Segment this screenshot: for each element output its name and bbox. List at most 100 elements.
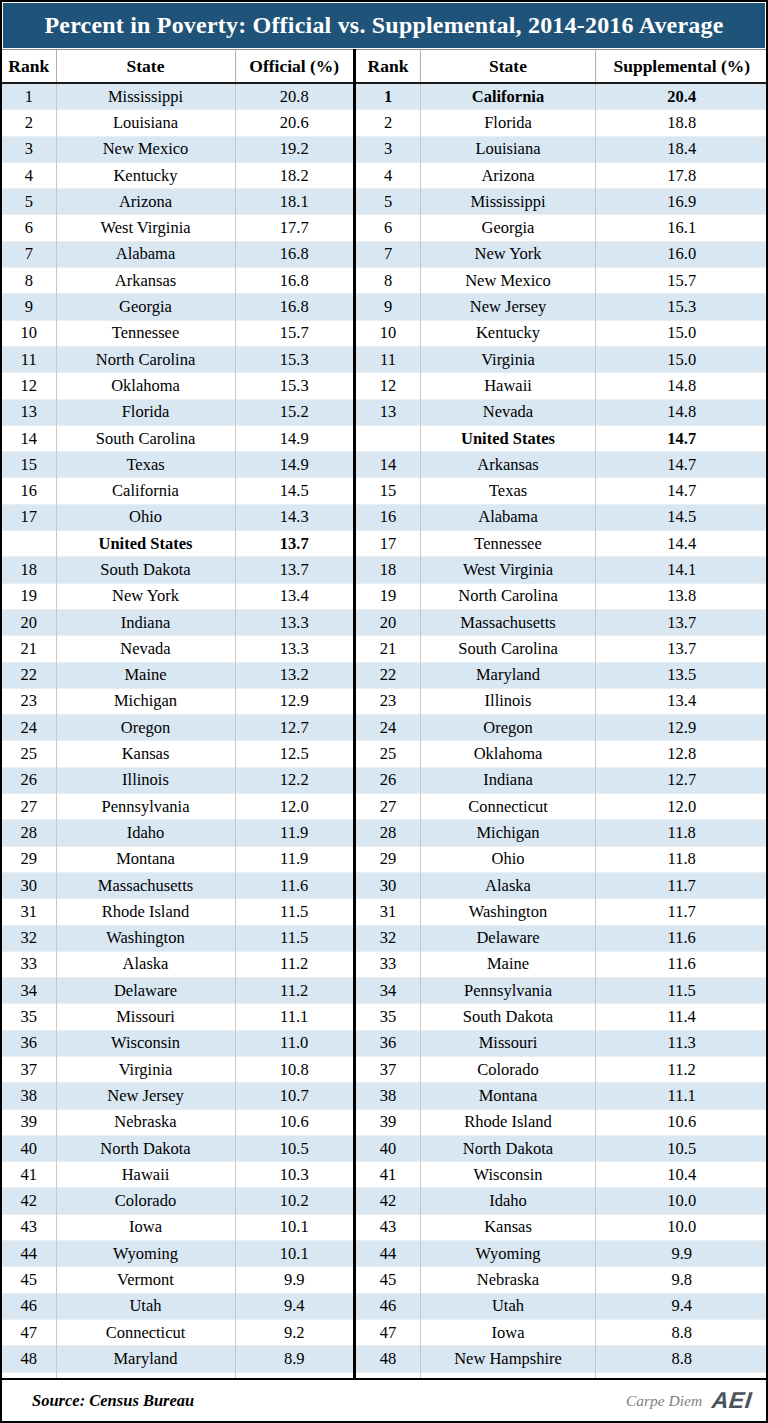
- value-cell: 12.9: [235, 688, 353, 714]
- state-cell: Nevada: [56, 636, 235, 662]
- value-cell: 11.8: [596, 846, 767, 872]
- value-cell: 8.8: [596, 1346, 767, 1372]
- state-cell: Mississippi: [421, 189, 596, 215]
- value-cell: 12.7: [235, 715, 353, 741]
- table-row: 9New Jersey15.3: [355, 294, 767, 320]
- state-cell: South Carolina: [56, 425, 235, 451]
- table-row: 43Kansas10.0: [355, 1214, 767, 1240]
- value-cell: 10.4: [596, 1162, 767, 1188]
- rank-cell: 8: [2, 268, 56, 294]
- table-row: 34Delaware11.2: [2, 978, 353, 1004]
- state-cell: Washington: [56, 925, 235, 951]
- state-cell: Rhode Island: [421, 1109, 596, 1135]
- state-cell: New Jersey: [56, 1083, 235, 1109]
- rank-cell: 6: [355, 215, 421, 241]
- table-row: 22Maryland13.5: [355, 662, 767, 688]
- state-cell: Michigan: [56, 688, 235, 714]
- rank-cell: 2: [2, 110, 56, 136]
- table-row: 31Washington11.7: [355, 899, 767, 925]
- value-cell: 11.6: [596, 951, 767, 977]
- value-cell: 18.8: [596, 110, 767, 136]
- state-cell: Alaska: [56, 951, 235, 977]
- state-cell: Michigan: [421, 820, 596, 846]
- state-cell: Georgia: [56, 294, 235, 320]
- table-row: 35Missouri11.1: [2, 1004, 353, 1030]
- table-row: 13Nevada14.8: [355, 399, 767, 425]
- state-cell: Montana: [56, 846, 235, 872]
- value-cell: 11.6: [235, 872, 353, 898]
- value-cell: 9.2: [235, 1319, 353, 1345]
- table-row: 17Ohio14.3: [2, 504, 353, 530]
- table-row: 28Michigan11.8: [355, 820, 767, 846]
- state-cell: Iowa: [56, 1214, 235, 1240]
- footer-bar: Source: Census Bureau Carpe Diem AEI: [2, 1380, 766, 1421]
- rank-cell: 10: [2, 320, 56, 346]
- table-row: 41Wisconsin10.4: [355, 1162, 767, 1188]
- value-cell: 18.4: [596, 136, 767, 162]
- value-cell: 8.6: [596, 1372, 767, 1380]
- rank-cell: 36: [2, 1030, 56, 1056]
- value-cell: 9.9: [596, 1241, 767, 1267]
- table-row: 4Arizona17.8: [355, 162, 767, 188]
- rank-cell: 44: [2, 1241, 56, 1267]
- table-row: 46Utah9.4: [2, 1293, 353, 1319]
- table-row: 36Missouri11.3: [355, 1030, 767, 1056]
- state-cell: Iowa: [421, 1319, 596, 1345]
- state-cell: Nebraska: [56, 1109, 235, 1135]
- state-cell: California: [421, 83, 596, 110]
- table-row: 44Wyoming9.9: [355, 1241, 767, 1267]
- rank-cell: 22: [2, 662, 56, 688]
- rank-cell: 3: [355, 136, 421, 162]
- table-row: 45Vermont9.9: [2, 1267, 353, 1293]
- state-cell: Indiana: [421, 767, 596, 793]
- table-row: 31Rhode Island11.5: [2, 899, 353, 925]
- state-cell: Ohio: [56, 504, 235, 530]
- state-cell: Georgia: [421, 215, 596, 241]
- value-cell: 13.4: [235, 583, 353, 609]
- rank-cell: 42: [355, 1188, 421, 1214]
- table-row: 20Indiana13.3: [2, 609, 353, 635]
- table-row: 48New Hampshire8.8: [355, 1346, 767, 1372]
- state-cell: Illinois: [421, 688, 596, 714]
- table-row: 19New York13.4: [2, 583, 353, 609]
- rank-cell: 11: [355, 346, 421, 372]
- rank-cell: 16: [2, 478, 56, 504]
- table-row: 49Minnesota8.2: [2, 1372, 353, 1380]
- supplemental-table-body: 1California20.42Florida18.83Louisiana18.…: [355, 83, 767, 1380]
- value-cell: 13.5: [596, 662, 767, 688]
- rank-cell: 40: [355, 1135, 421, 1161]
- value-cell: 13.2: [235, 662, 353, 688]
- state-cell: Oklahoma: [421, 741, 596, 767]
- rank-cell: 14: [2, 425, 56, 451]
- state-cell: Oregon: [421, 715, 596, 741]
- value-cell: 15.7: [235, 320, 353, 346]
- state-cell: Kansas: [421, 1214, 596, 1240]
- rank-cell: 44: [355, 1241, 421, 1267]
- value-cell: 11.9: [235, 846, 353, 872]
- rank-cell: 30: [2, 872, 56, 898]
- table-row: 32Washington11.5: [2, 925, 353, 951]
- table-row: 14Arkansas14.7: [355, 452, 767, 478]
- value-cell: 14.4: [596, 531, 767, 557]
- state-cell: Minnesota: [56, 1372, 235, 1380]
- state-cell: Washington: [421, 899, 596, 925]
- rank-cell: 47: [355, 1319, 421, 1345]
- state-cell: Mississippi: [56, 83, 235, 110]
- state-cell: New Jersey: [421, 294, 596, 320]
- rank-cell: 17: [355, 531, 421, 557]
- value-cell: 12.5: [235, 741, 353, 767]
- rank-cell: 11: [2, 346, 56, 372]
- rank-cell: 46: [2, 1293, 56, 1319]
- value-cell: 11.5: [235, 899, 353, 925]
- value-cell: 11.5: [235, 925, 353, 951]
- state-cell: Vermont: [56, 1267, 235, 1293]
- value-cell: 14.8: [596, 399, 767, 425]
- state-cell: Rhode Island: [56, 899, 235, 925]
- state-cell: North Dakota: [421, 1135, 596, 1161]
- rank-cell: 28: [2, 820, 56, 846]
- state-cell: Florida: [56, 399, 235, 425]
- rank-cell: 48: [355, 1346, 421, 1372]
- value-cell: 11.1: [235, 1004, 353, 1030]
- table-row: 11North Carolina15.3: [2, 346, 353, 372]
- table-row: 25Oklahoma12.8: [355, 741, 767, 767]
